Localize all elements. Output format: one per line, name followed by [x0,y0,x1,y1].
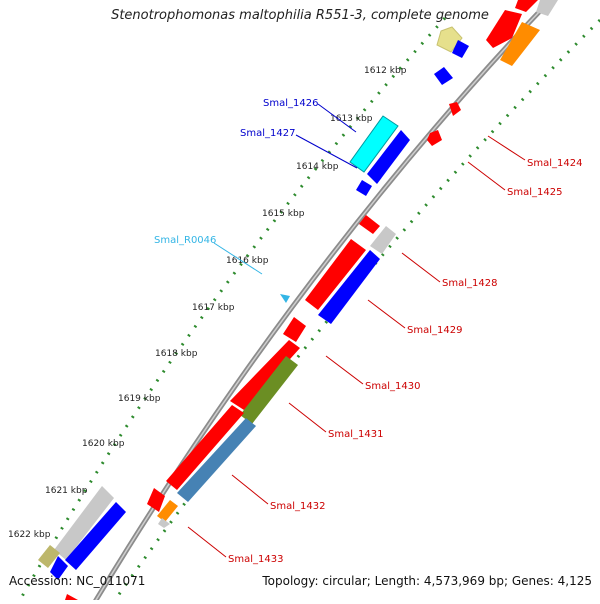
gene-label: Smal_R0046 [154,235,216,246]
gene-label: Smal_1429 [407,325,462,336]
gene-red [305,239,366,310]
gene-grey [370,226,396,254]
gene-red [147,488,165,512]
tick-label: 1612 kbp [364,66,407,76]
gene-red [65,594,78,600]
gene-orange [157,500,178,522]
gene-grey [54,486,114,560]
label-connectors [187,103,526,558]
tick-labels: 1612 kbp 1613 kbp 1614 kbp 1615 kbp 1616… [8,66,407,540]
tick-label: 1622 kbp [8,530,51,540]
gene-blue [367,130,410,184]
tick-label: 1621 kbp [45,486,88,496]
gene-steel [177,418,256,502]
tick-label: 1616 kbp [226,256,269,266]
gene-red [230,340,300,410]
gene-cyan [280,294,290,303]
gene-grey [158,518,170,528]
gene-label: Smal_1430 [365,381,420,392]
gene-orange [500,22,540,66]
gene-red [283,317,306,342]
gene-khaki [38,545,60,568]
tick-label: 1615 kbp [262,209,305,219]
gene-blue [318,250,380,324]
gene-label: Smal_1431 [328,429,383,440]
tick-label: 1614 kbp [296,162,339,172]
gene-label: Smal_1425 [507,187,562,198]
gene-labels: Smal_1426 Smal_1427 Smal_R0046 Smal_1424… [154,98,582,565]
gene-red [427,130,442,146]
gene-cyan [349,115,399,173]
gene-red [166,405,244,490]
gene-grey [536,0,558,16]
tick-ring-inner [113,18,600,601]
gene-label: Smal_1428 [442,278,497,289]
tick-label: 1613 kbp [330,114,373,124]
gene-features [38,0,558,600]
tick-label: 1617 kbp [192,303,235,313]
tick-label: 1618 kbp [155,349,198,359]
map-title: Stenotrophomonas maltophilia R551-3, com… [111,8,489,23]
gene-label: Smal_1433 [228,554,283,565]
gene-blue [452,40,469,58]
gene-label: Smal_1432 [270,501,325,512]
accession-text: Accession: NC_011071 [9,574,146,588]
gene-blue [65,502,126,570]
gene-red [515,0,538,12]
gene-label: Smal_1426 [263,98,318,109]
gene-label: Smal_1424 [527,158,582,169]
gene-blue [50,556,68,580]
tick-label: 1619 kbp [118,394,161,404]
gene-red [449,102,461,116]
gene-red [486,10,522,48]
genome-summary-text: Topology: circular; Length: 4,573,969 bp… [262,574,592,588]
gene-label: Smal_1427 [240,128,295,139]
gene-blue [434,67,453,85]
tick-label: 1620 kbp [82,439,125,449]
gene-blue [356,180,372,196]
gene-olive [240,356,298,424]
gene-red [359,215,380,234]
